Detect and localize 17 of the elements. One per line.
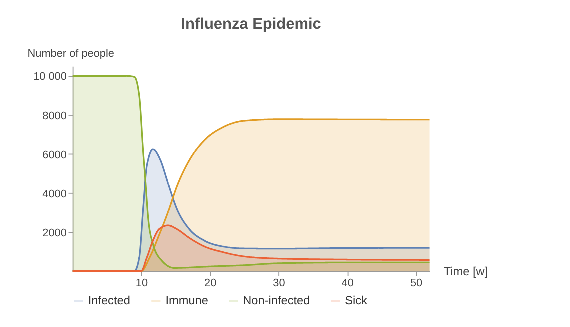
legend-label: Immune <box>166 294 209 308</box>
legend-label: Non-infected <box>243 294 310 308</box>
y-axis-title: Number of people <box>28 48 114 60</box>
y-tick-label: 10 000 <box>34 71 67 84</box>
y-tick-label: 4000 <box>42 188 67 200</box>
x-tick-label: 40 <box>342 277 354 290</box>
y-tick-label: 8000 <box>42 110 67 122</box>
x-tick-label: 10 <box>136 277 148 290</box>
x-tick-label: 30 <box>273 277 286 290</box>
legend-label: Infected <box>88 294 130 308</box>
y-tick-label: 2000 <box>42 227 67 240</box>
x-axis-title: Time [w] <box>444 264 488 278</box>
chart-title: Influenza Epidemic <box>181 16 322 34</box>
x-tick-label: 20 <box>204 277 217 290</box>
legend-label: Sick <box>345 294 368 308</box>
x-tick-label: 50 <box>410 277 423 290</box>
y-tick-label: 6000 <box>42 149 67 162</box>
